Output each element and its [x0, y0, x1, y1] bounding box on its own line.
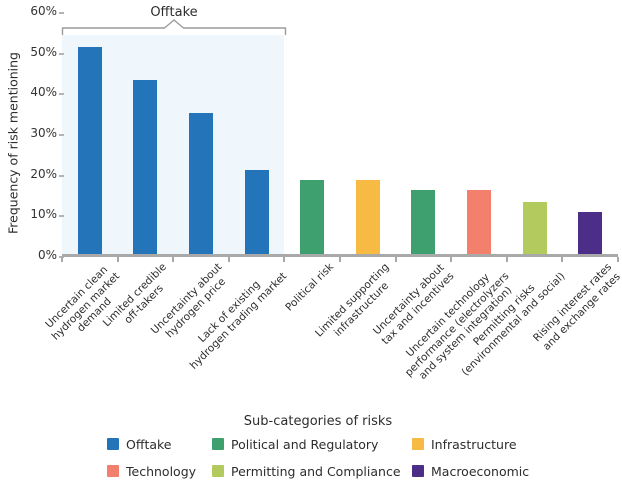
- bar-limited-supporting: [355, 179, 380, 255]
- legend-swatch-offtake-icon: [107, 438, 119, 450]
- legend-item-offtake: Offtake: [107, 436, 172, 452]
- legend-swatch-macroeconomic-icon: [412, 465, 424, 477]
- legend-item-political-and-regulatory: Political and Regulatory: [212, 436, 379, 452]
- y-tick-mark: [59, 174, 64, 177]
- legend-label: Macroeconomic: [431, 463, 530, 479]
- y-tick-mark: [59, 52, 64, 55]
- y-tick-label: 40%: [30, 85, 57, 100]
- bar-uncertain-technology: [467, 189, 491, 255]
- bar-lack-of-existing: [244, 169, 269, 255]
- x-tick-mark: [61, 256, 63, 262]
- y-tick-label: 0%: [37, 248, 57, 262]
- legend-item-infrastructure: Infrastructure: [412, 436, 517, 452]
- legend-label: Offtake: [126, 436, 172, 452]
- legend-swatch-political-and-regulatory-icon: [212, 438, 224, 450]
- bar-limited-credible: [133, 79, 158, 255]
- x-tick-mark: [172, 256, 175, 262]
- offtake-annotation-label: Offtake: [150, 5, 198, 20]
- x-axis-line: [62, 253, 618, 257]
- x-tick-mark: [227, 256, 230, 262]
- legend-label: Infrastructure: [431, 436, 517, 452]
- legend-item-technology: Technology: [107, 463, 197, 479]
- x-tick-mark: [394, 256, 397, 262]
- y-axis-title-container: Frequency of risk mentioning: [0, 25, 26, 260]
- y-tick-label: 30%: [30, 125, 57, 140]
- bar-uncertainty-about: [411, 189, 436, 255]
- legend-label: Technology: [126, 463, 197, 479]
- legend-item-macroeconomic: Macroeconomic: [412, 463, 530, 479]
- y-tick-mark: [59, 215, 64, 218]
- y-tick-label: 50%: [30, 44, 57, 59]
- legend-item-permitting-and-compliance: Permitting and Compliance: [212, 463, 401, 479]
- y-tick-label: 60%: [30, 3, 57, 18]
- x-tick-label: Political risk: [283, 261, 336, 314]
- bar-rising-interest-rates: [578, 212, 603, 255]
- y-tick-label: 10%: [30, 207, 57, 222]
- offtake-bracket-icon: [61, 19, 287, 36]
- x-tick-mark: [617, 256, 619, 262]
- y-tick-mark: [59, 11, 64, 14]
- bar-uncertain-clean: [77, 47, 102, 255]
- legend-title: Sub-categories of risks: [243, 414, 393, 429]
- legend-label: Political and Regulatory: [231, 436, 379, 452]
- y-tick-mark: [59, 133, 64, 136]
- legend-label: Permitting and Compliance: [231, 463, 401, 479]
- legend-swatch-technology-icon: [107, 465, 119, 477]
- y-tick-label: 20%: [30, 166, 57, 181]
- x-tick-mark: [561, 256, 564, 262]
- x-tick-mark: [116, 256, 119, 262]
- bar-uncertainty-about: [189, 112, 213, 255]
- legend-swatch-infrastructure-icon: [412, 438, 424, 450]
- y-tick-mark: [59, 93, 64, 96]
- y-axis-title: Frequency of risk mentioning: [5, 51, 21, 234]
- x-tick-mark: [450, 256, 453, 262]
- x-tick-mark: [505, 256, 508, 262]
- bar-political-risk: [300, 179, 325, 255]
- x-tick-mark: [283, 256, 286, 262]
- x-tick-mark: [339, 256, 341, 262]
- legend-swatch-permitting-and-compliance-icon: [212, 465, 224, 477]
- bar-permitting-risks: [522, 202, 547, 255]
